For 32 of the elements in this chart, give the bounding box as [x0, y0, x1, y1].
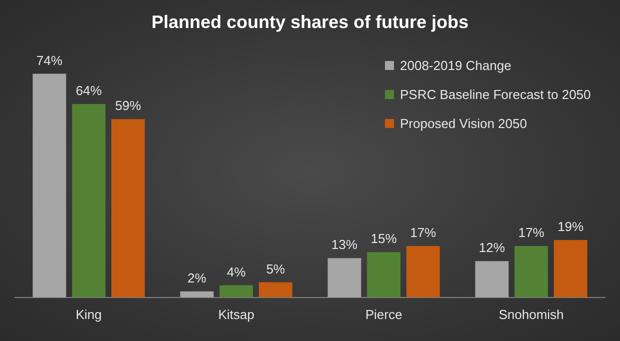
bar: [328, 258, 362, 298]
data-label: 4%: [226, 264, 246, 280]
bar: [514, 246, 548, 298]
data-label: 74%: [36, 52, 63, 68]
data-label: 17%: [410, 225, 437, 240]
chart-title: Planned county shares of future jobs: [151, 12, 469, 32]
data-label: 17%: [518, 225, 545, 240]
data-label: 12%: [478, 240, 506, 256]
bar: [367, 252, 400, 298]
bar: [111, 119, 145, 298]
x-tick-label: Snohomish: [498, 306, 564, 322]
bar: [406, 246, 440, 298]
x-tick-label: King: [76, 306, 102, 322]
bar: [180, 291, 214, 298]
data-label: 13%: [331, 237, 358, 252]
bar: [554, 240, 588, 298]
data-label: 2%: [188, 270, 207, 286]
data-label: 15%: [370, 231, 398, 246]
legend-label: 2008-2019 Change: [400, 58, 512, 73]
x-tick-label: Pierce: [365, 306, 402, 322]
data-label: 5%: [266, 261, 286, 276]
data-label: 59%: [115, 98, 142, 114]
data-label: 19%: [558, 219, 584, 234]
bar: [32, 74, 66, 298]
bar: [258, 282, 292, 298]
bar: [72, 104, 106, 298]
data-label: 64%: [76, 83, 102, 98]
bar: [220, 285, 253, 298]
bar: [475, 261, 509, 298]
legend-label: Proposed Vision 2050: [400, 116, 527, 131]
x-tick-label: Kitsap: [218, 306, 254, 322]
legend-label: PSRC Baseline Forecast to 2050: [400, 87, 591, 102]
